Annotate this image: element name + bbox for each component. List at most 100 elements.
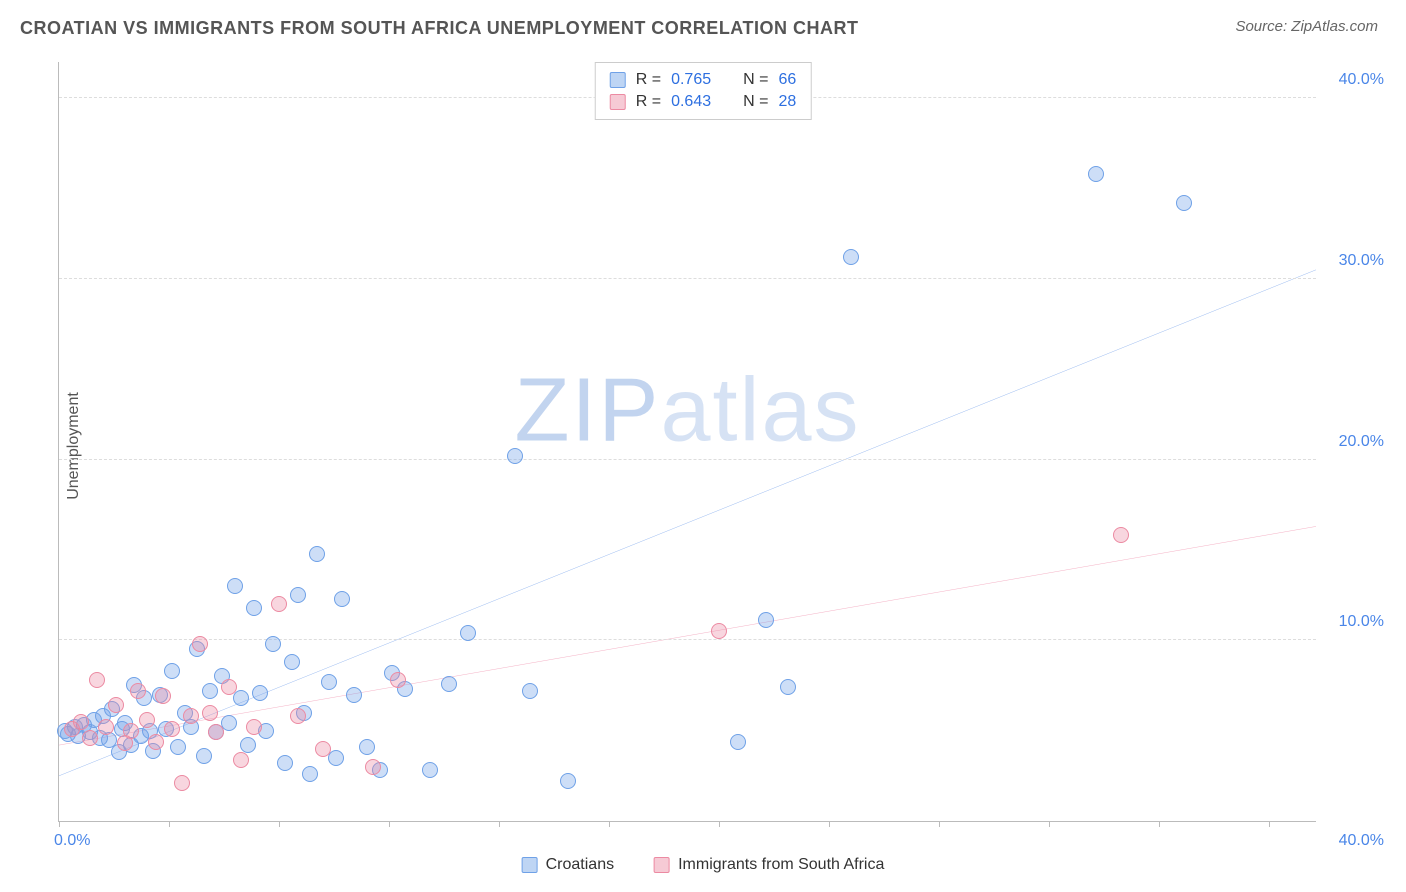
- scatter-point: [277, 755, 293, 771]
- legend-label: Immigrants from South Africa: [678, 856, 884, 874]
- r-label: R =: [636, 91, 661, 113]
- scatter-point: [208, 724, 224, 740]
- gridline-h: [59, 459, 1316, 460]
- source-attribution: Source: ZipAtlas.com: [1235, 18, 1378, 35]
- scatter-point: [221, 679, 237, 695]
- x-tick: [279, 821, 280, 827]
- x-tick: [1269, 821, 1270, 827]
- x-tick: [829, 821, 830, 827]
- scatter-point: [843, 249, 859, 265]
- scatter-point: [560, 773, 576, 789]
- scatter-point: [123, 723, 139, 739]
- y-tick-label: 40.0%: [1339, 71, 1384, 89]
- chart-title: CROATIAN VS IMMIGRANTS FROM SOUTH AFRICA…: [20, 18, 858, 39]
- x-tick: [499, 821, 500, 827]
- scatter-point: [359, 739, 375, 755]
- watermark-atlas: atlas: [660, 361, 860, 461]
- scatter-point: [334, 591, 350, 607]
- y-tick-label: 20.0%: [1339, 433, 1384, 451]
- scatter-point: [390, 672, 406, 688]
- legend-item: Immigrants from South Africa: [654, 856, 884, 874]
- x-tick: [1159, 821, 1160, 827]
- plot-area: ZIPatlas 10.0%20.0%30.0%40.0%: [58, 62, 1316, 822]
- stats-row: R = 0.765 N = 66: [610, 69, 797, 91]
- x-tick: [59, 821, 60, 827]
- stats-legend-box: R = 0.765 N = 66 R = 0.643 N = 28: [595, 62, 812, 120]
- swatch-icon: [522, 857, 538, 873]
- scatter-point: [192, 636, 208, 652]
- scatter-point: [422, 762, 438, 778]
- x-tick: [389, 821, 390, 827]
- n-value: 28: [778, 91, 796, 113]
- x-axis-end-label: 40.0%: [1339, 832, 1384, 850]
- scatter-point: [227, 578, 243, 594]
- scatter-point: [174, 775, 190, 791]
- plot-area-wrap: ZIPatlas 10.0%20.0%30.0%40.0% 0.0% 40.0%: [58, 62, 1316, 822]
- scatter-point: [164, 721, 180, 737]
- scatter-point: [246, 600, 262, 616]
- swatch-icon: [610, 94, 626, 110]
- n-label: N =: [743, 69, 768, 91]
- scatter-point: [315, 741, 331, 757]
- scatter-point: [780, 679, 796, 695]
- y-tick-label: 10.0%: [1339, 613, 1384, 631]
- x-tick: [939, 821, 940, 827]
- scatter-point: [271, 596, 287, 612]
- scatter-point: [196, 748, 212, 764]
- gridline-h: [59, 639, 1316, 640]
- scatter-point: [98, 719, 114, 735]
- x-tick: [169, 821, 170, 827]
- scatter-point: [233, 690, 249, 706]
- scatter-point: [309, 546, 325, 562]
- scatter-point: [290, 587, 306, 603]
- scatter-point: [164, 663, 180, 679]
- scatter-point: [233, 752, 249, 768]
- scatter-point: [202, 683, 218, 699]
- scatter-point: [1113, 527, 1129, 543]
- scatter-point: [522, 683, 538, 699]
- scatter-point: [183, 708, 199, 724]
- x-axis-start-label: 0.0%: [54, 832, 90, 850]
- scatter-point: [1088, 166, 1104, 182]
- x-tick: [719, 821, 720, 827]
- scatter-point: [711, 623, 727, 639]
- scatter-point: [89, 672, 105, 688]
- watermark-zip: ZIP: [514, 361, 660, 461]
- scatter-point: [108, 697, 124, 713]
- gridline-h: [59, 278, 1316, 279]
- chart-container: CROATIAN VS IMMIGRANTS FROM SOUTH AFRICA…: [0, 0, 1406, 892]
- trend-line: [59, 526, 1316, 745]
- x-tick: [1049, 821, 1050, 827]
- scatter-point: [139, 712, 155, 728]
- scatter-point: [82, 730, 98, 746]
- x-tick: [609, 821, 610, 827]
- scatter-point: [460, 625, 476, 641]
- scatter-point: [758, 612, 774, 628]
- swatch-icon: [654, 857, 670, 873]
- scatter-point: [730, 734, 746, 750]
- scatter-point: [346, 687, 362, 703]
- scatter-point: [148, 734, 164, 750]
- trend-lines-svg: [59, 62, 1316, 821]
- y-tick-label: 30.0%: [1339, 252, 1384, 270]
- scatter-point: [1176, 195, 1192, 211]
- scatter-point: [507, 448, 523, 464]
- scatter-point: [284, 654, 300, 670]
- n-label: N =: [743, 91, 768, 113]
- r-label: R =: [636, 69, 661, 91]
- scatter-point: [302, 766, 318, 782]
- swatch-icon: [610, 72, 626, 88]
- scatter-point: [202, 705, 218, 721]
- stats-row: R = 0.643 N = 28: [610, 91, 797, 113]
- scatter-point: [155, 688, 171, 704]
- n-value: 66: [778, 69, 796, 91]
- r-value: 0.765: [671, 69, 711, 91]
- watermark: ZIPatlas: [514, 360, 860, 463]
- legend-item: Croatians: [522, 856, 614, 874]
- scatter-point: [246, 719, 262, 735]
- scatter-point: [130, 683, 146, 699]
- r-value: 0.643: [671, 91, 711, 113]
- scatter-point: [365, 759, 381, 775]
- scatter-point: [290, 708, 306, 724]
- scatter-point: [441, 676, 457, 692]
